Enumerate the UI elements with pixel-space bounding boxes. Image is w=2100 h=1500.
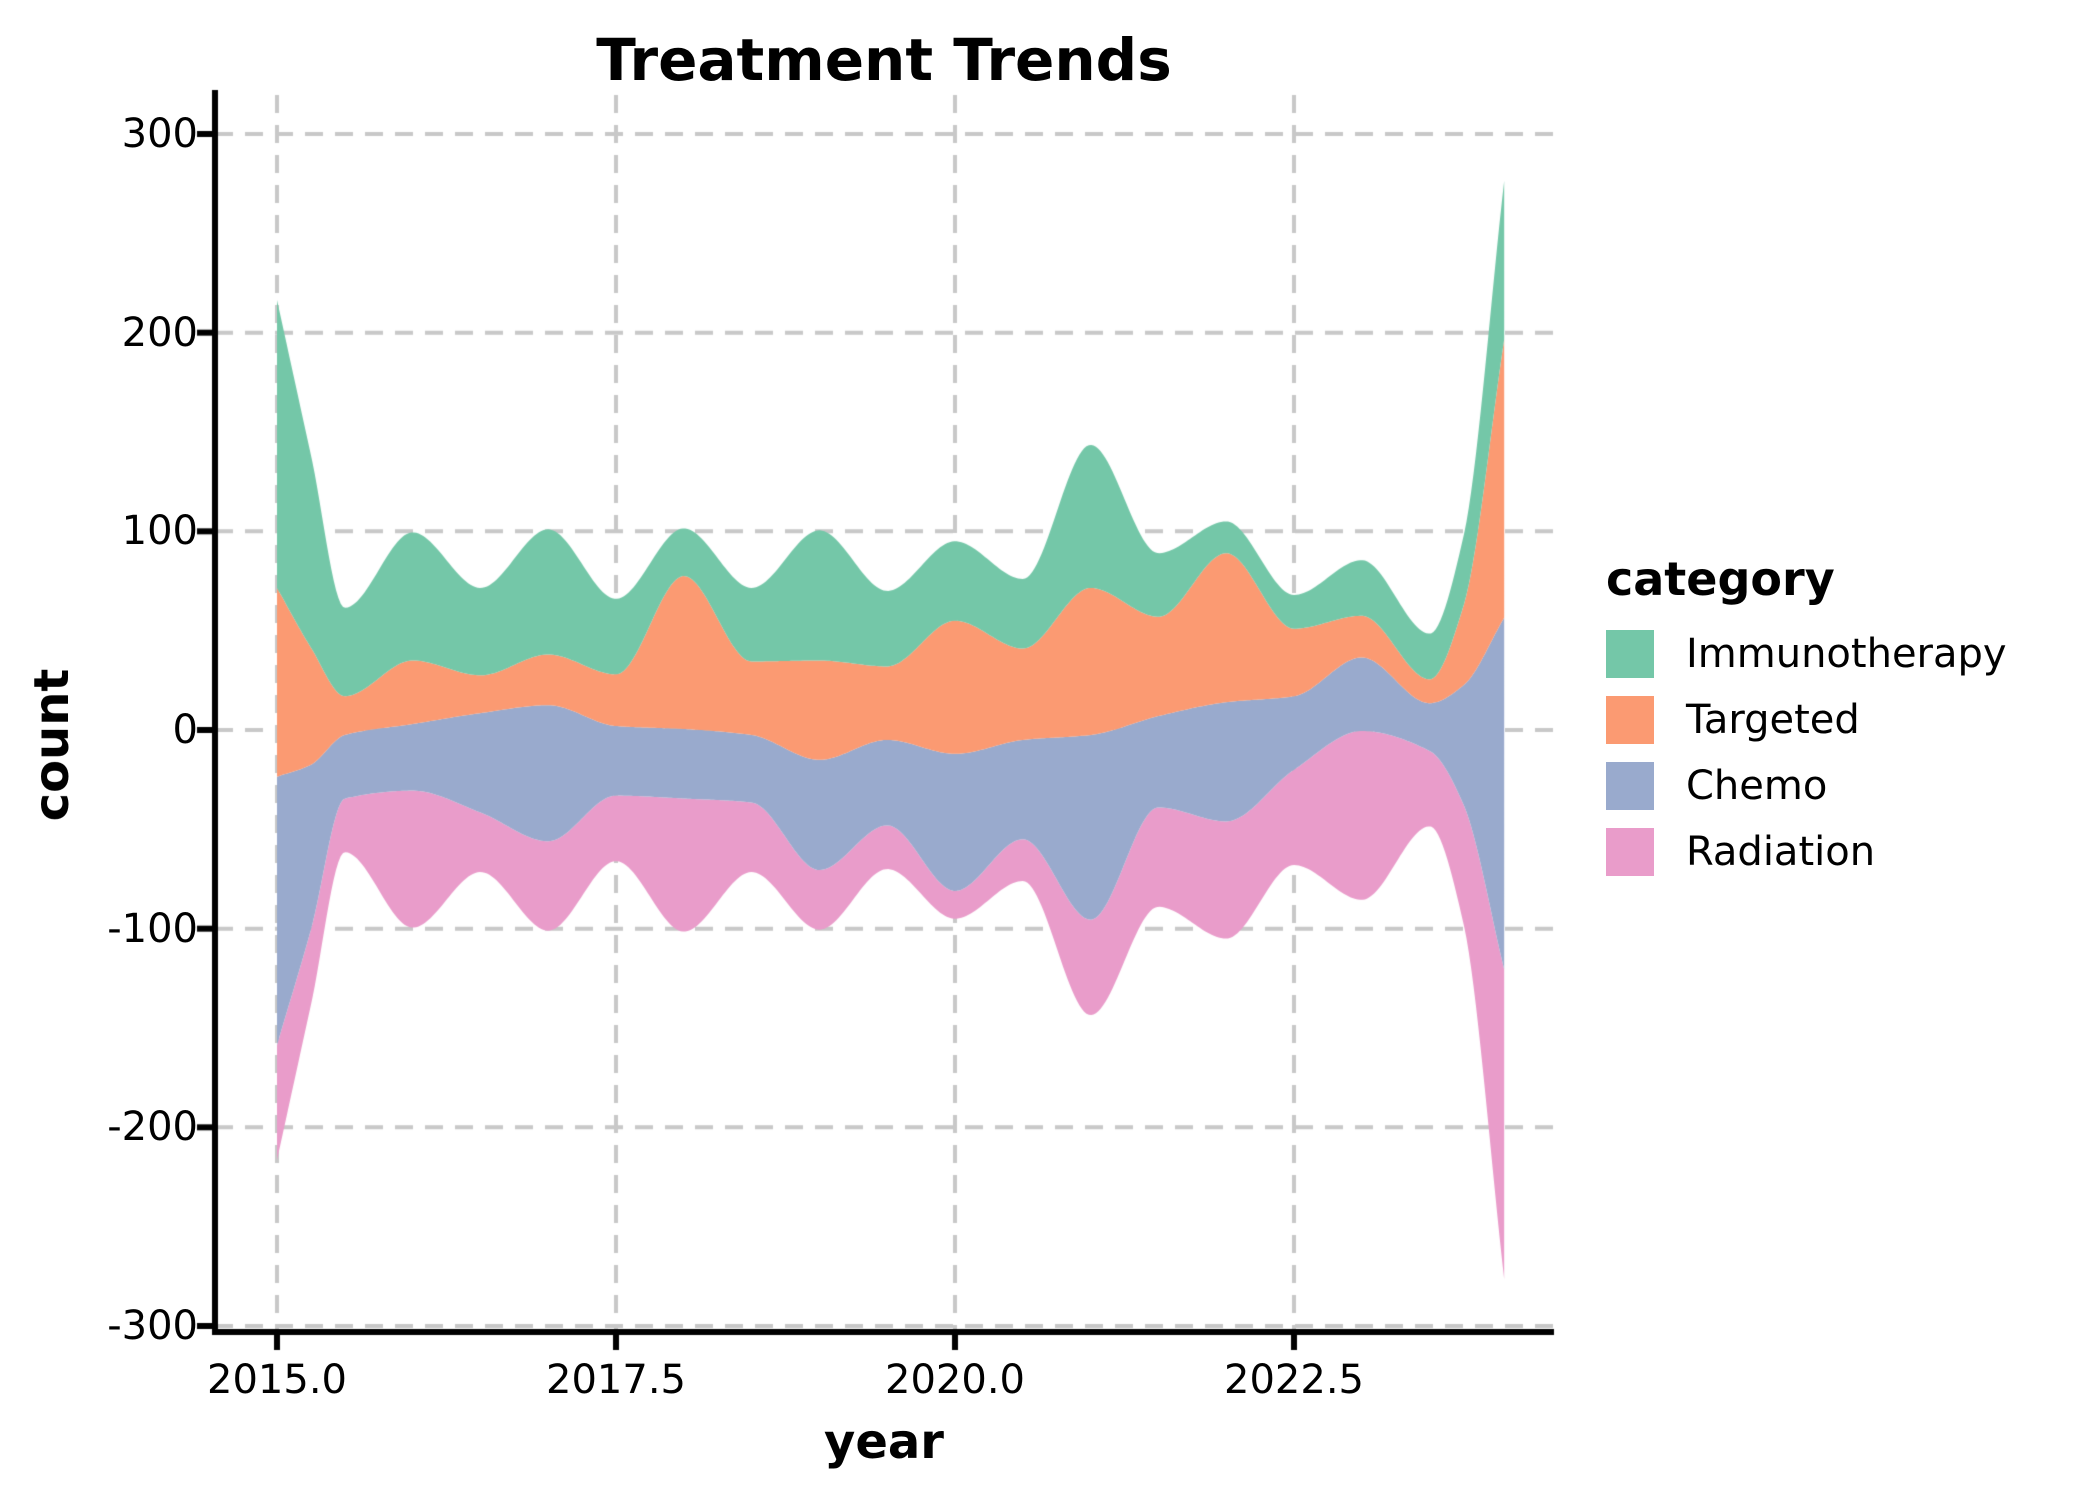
x-tick-label: 2022.5 bbox=[1224, 1357, 1364, 1403]
x-tick-label: 2015.0 bbox=[207, 1357, 347, 1403]
y-tick-label: -200 bbox=[107, 1104, 198, 1151]
y-tick-label: 100 bbox=[121, 508, 198, 555]
legend-item-label: Targeted bbox=[1686, 697, 1860, 743]
legend-swatch-icon bbox=[1606, 696, 1654, 744]
legend-items: Immunotherapy Targeted Chemo Radiation bbox=[1606, 630, 2007, 894]
y-tick-label: 200 bbox=[121, 309, 198, 356]
x-tick-label: 2020.0 bbox=[885, 1357, 1025, 1403]
legend-item-immunotherapy: Immunotherapy bbox=[1606, 630, 2007, 678]
x-tick-label: 2017.5 bbox=[546, 1357, 686, 1403]
y-tick-label: 0 bbox=[172, 707, 198, 753]
legend-item-radiation: Radiation bbox=[1606, 828, 2007, 876]
legend-item-chemo: Chemo bbox=[1606, 762, 2007, 810]
legend-swatch-icon bbox=[1606, 630, 1654, 678]
x-axis-label: year bbox=[824, 1414, 944, 1470]
y-tick-label: -100 bbox=[107, 905, 198, 952]
legend-item-label: Immunotherapy bbox=[1686, 631, 2007, 677]
chart-title: Treatment Trends bbox=[596, 26, 1172, 94]
y-tick-label: 300 bbox=[121, 110, 198, 157]
legend-title: category bbox=[1606, 552, 1835, 606]
legend: category Immunotherapy Targeted Chemo Radia… bbox=[1606, 552, 2007, 894]
legend-item-label: Chemo bbox=[1686, 763, 1828, 809]
legend-item-label: Radiation bbox=[1686, 829, 1876, 875]
legend-item-targeted: Targeted bbox=[1606, 696, 2007, 744]
y-tick-label: -300 bbox=[107, 1303, 198, 1349]
legend-swatch-icon bbox=[1606, 762, 1654, 810]
legend-swatch-icon bbox=[1606, 828, 1654, 876]
